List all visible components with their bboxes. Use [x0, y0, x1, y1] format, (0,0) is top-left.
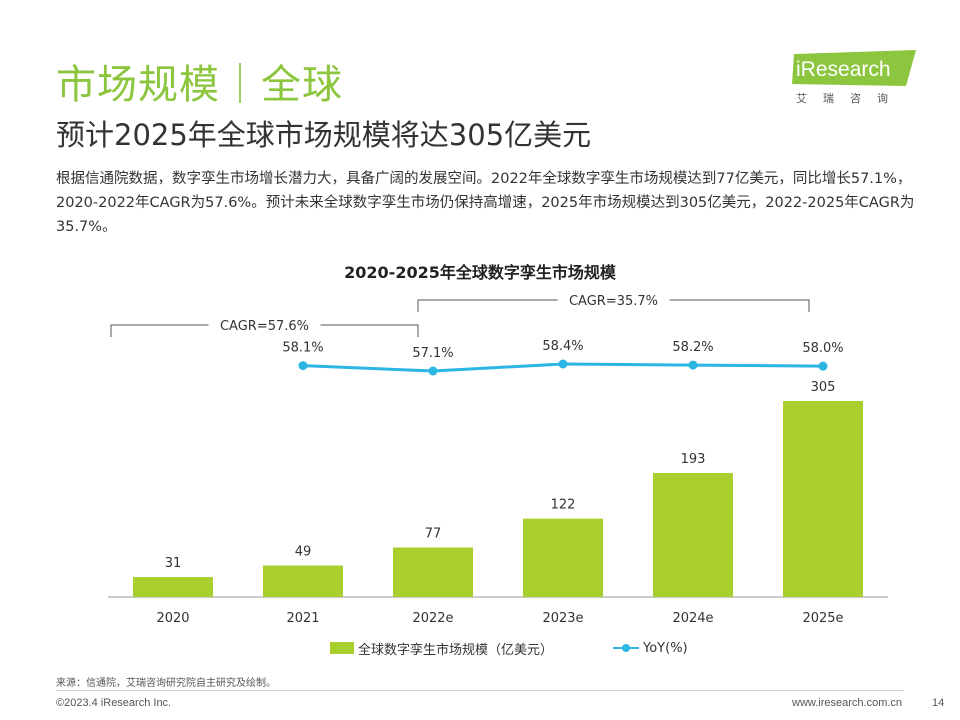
bar-value-label: 305 — [811, 380, 836, 395]
footer-divider — [56, 690, 904, 691]
logo-chinese-name: 艾瑞咨询 — [796, 92, 904, 105]
copyright-text: ©2023.4 iResearch Inc. — [56, 697, 172, 709]
bar-value-label: 193 — [681, 452, 706, 467]
section-title: 市场规模｜全球 — [56, 62, 343, 108]
legend-bar-swatch — [330, 642, 354, 654]
yoy-point — [818, 361, 828, 371]
page-number: 14 — [932, 697, 945, 709]
bar-value-label: 49 — [295, 545, 312, 560]
bar-value-label: 77 — [425, 527, 442, 542]
yoy-value-label: 58.4% — [542, 339, 583, 354]
bar-2024e — [653, 472, 733, 597]
cagr-bracket-right — [320, 324, 419, 337]
x-tick-label: 2024e — [672, 611, 713, 626]
logo-wordmark: iResearch — [796, 58, 891, 81]
bar-2022e — [393, 547, 473, 597]
cagr-bracket-left — [110, 324, 209, 337]
legend-line-label: YoY(%) — [643, 640, 688, 656]
cagr-label: CAGR=57.6% — [220, 319, 309, 334]
legend-bar-label: 全球数字孪生市场规模（亿美元） — [358, 642, 554, 658]
chart-title: 2020-2025年全球数字孪生市场规模 — [344, 263, 616, 282]
bar-2021 — [263, 565, 343, 597]
iresearch-logo: iResearch 艾瑞咨询 — [790, 46, 920, 108]
page-subtitle: 预计2025年全球市场规模将达305亿美元 — [56, 118, 592, 152]
bar-value-label: 31 — [165, 556, 182, 571]
yoy-value-label: 58.1% — [282, 341, 323, 356]
x-tick-label: 2023e — [542, 611, 583, 626]
cagr-label: CAGR=35.7% — [569, 294, 658, 309]
yoy-point — [688, 360, 698, 370]
yoy-value-label: 57.1% — [412, 346, 453, 361]
x-tick-label: 2020 — [156, 611, 189, 626]
yoy-point — [558, 359, 568, 369]
bar-2025e — [783, 401, 863, 597]
yoy-point — [298, 361, 308, 371]
yoy-point — [428, 366, 438, 376]
description-paragraph: 根据信通院数据，数字孪生市场增长潜力大，具备广阔的发展空间。2022年全球数字孪… — [56, 171, 915, 235]
x-tick-label: 2022e — [412, 611, 453, 626]
cagr-bracket-left — [417, 299, 558, 312]
legend-line-swatch — [613, 642, 640, 654]
x-tick-label: 2021 — [286, 611, 319, 626]
logo-badge-shape — [792, 50, 916, 86]
website-url: www.iresearch.com.cn — [792, 697, 903, 709]
yoy-value-label: 58.0% — [802, 341, 843, 356]
source-note: 来源：信通院，艾瑞咨询研究院自主研究及绘制。 — [56, 678, 276, 689]
bar-2020 — [133, 577, 213, 597]
cagr-bracket-right — [669, 299, 810, 312]
x-tick-label: 2025e — [802, 611, 843, 626]
yoy-value-label: 58.2% — [672, 340, 713, 355]
chart-legend: 全球数字孪生市场规模（亿美元） YoY(%) — [330, 638, 688, 658]
bar-value-label: 122 — [551, 498, 576, 513]
bar-2023e — [523, 518, 603, 597]
